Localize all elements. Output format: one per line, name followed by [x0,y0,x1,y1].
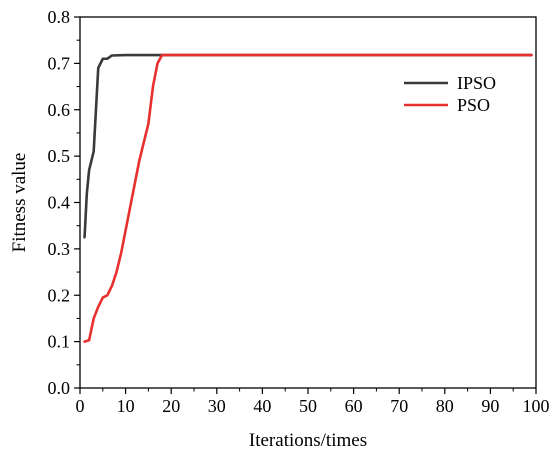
x-tick-label: 20 [162,396,180,416]
x-tick-label: 80 [436,396,454,416]
x-tick-label: 70 [390,396,408,416]
x-axis-ticks: 0 10 20 30 40 50 60 70 80 90 100 [76,388,550,416]
y-tick-label: 0.0 [48,378,71,398]
x-tick-label: 10 [117,396,135,416]
y-tick-label: 0.1 [48,332,71,352]
x-tick-label: 0 [76,396,85,416]
y-tick-label: 0.5 [48,146,71,166]
y-tick-label: 0.8 [48,7,71,27]
y-axis-ticks: 0.0 0.1 0.2 0.3 0.4 0.5 0.6 0.7 0.8 [48,7,80,398]
x-tick-label: 100 [523,396,550,416]
series-layer [83,53,533,343]
x-tick-label: 50 [299,396,317,416]
y-tick-label: 0.7 [48,53,71,73]
x-tick-label: 30 [208,396,226,416]
y-tick-label: 0.4 [48,193,71,213]
y-tick-label: 0.2 [48,285,71,305]
y-tick-label: 0.3 [48,239,71,259]
legend-label-ipso: IPSO [457,73,496,93]
x-tick-label: 40 [253,396,271,416]
series-line-pso [83,53,533,343]
y-tick-label: 0.6 [48,100,71,120]
x-tick-label: 60 [345,396,363,416]
x-axis-label: Iterations/times [249,430,367,451]
y-axis-label: Fitness value [9,153,30,253]
legend-label-pso: PSO [457,95,490,115]
x-tick-label: 90 [481,396,499,416]
